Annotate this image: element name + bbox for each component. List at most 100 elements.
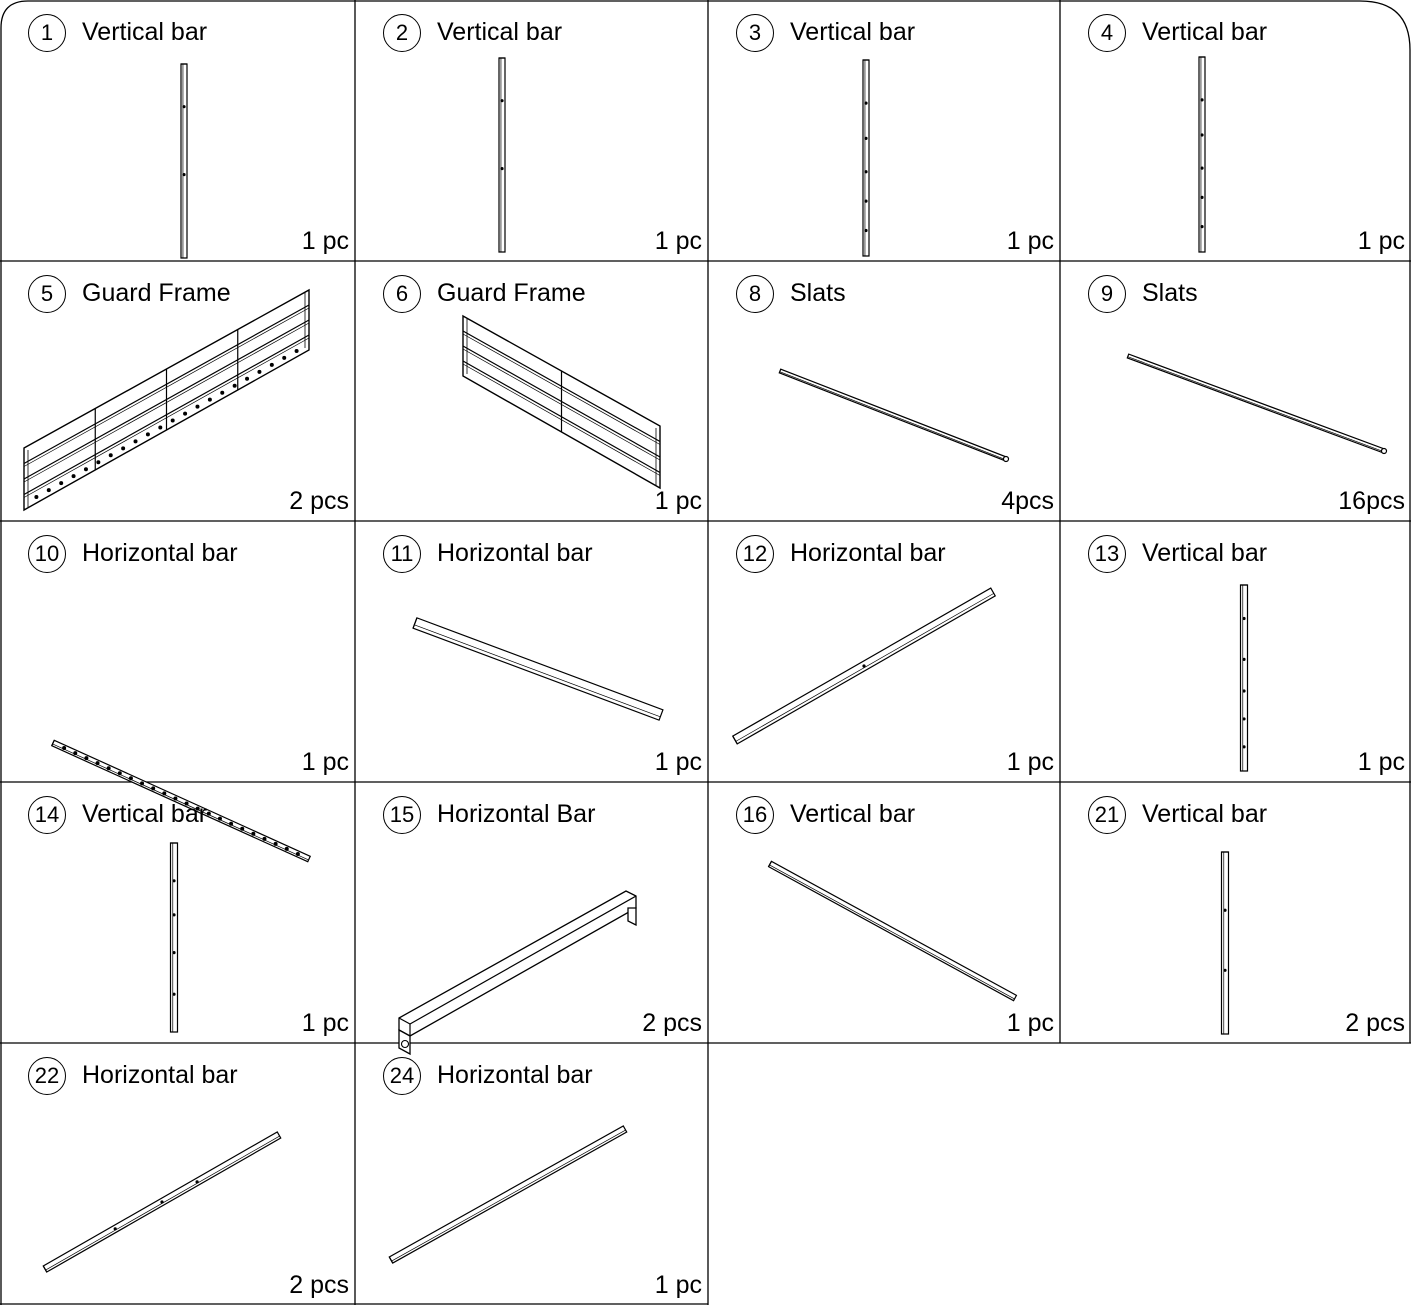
part-drawing bbox=[778, 368, 1010, 463]
bracket-bar-illustration bbox=[398, 890, 637, 1056]
part-name: Horizontal bar bbox=[790, 539, 946, 567]
horizontal-bar-illustration bbox=[388, 1125, 628, 1264]
part-name: Vertical bar bbox=[437, 18, 563, 46]
part-cell: 22 Horizontal bar 2 pcs bbox=[0, 1043, 355, 1305]
part-cell: 3 Vertical bar 1 pc bbox=[708, 0, 1060, 261]
part-cell: 2 Vertical bar 1 pc bbox=[355, 0, 708, 261]
vertical-bar-illustration bbox=[1198, 56, 1206, 253]
part-name: Vertical bar bbox=[82, 18, 208, 46]
part-number: 21 bbox=[1088, 796, 1126, 834]
part-cell: 8 Slats 4pcs bbox=[708, 261, 1060, 521]
part-cell: 16 Vertical bar 1 pc bbox=[708, 782, 1060, 1043]
part-name: Vertical bar bbox=[790, 800, 916, 828]
part-quantity: 2 pcs bbox=[289, 487, 349, 515]
part-drawing bbox=[1198, 56, 1206, 253]
guard-frame-right-illustration bbox=[462, 314, 661, 490]
part-drawing bbox=[169, 842, 179, 1033]
part-drawing bbox=[388, 1125, 628, 1264]
part-drawing bbox=[1239, 584, 1249, 772]
part-drawing bbox=[767, 860, 1018, 1002]
bracket-bar-drawing bbox=[398, 890, 637, 1056]
part-cell: 13 Vertical bar 1 pc bbox=[1060, 521, 1411, 782]
part-name: Horizontal Bar bbox=[437, 800, 596, 828]
vertical-bar-illustration bbox=[1220, 851, 1230, 1035]
part-name: Horizontal bar bbox=[437, 539, 593, 567]
part-quantity: 2 pcs bbox=[289, 1271, 349, 1299]
part-cell: 14 Vertical bar 1 pc bbox=[0, 782, 355, 1043]
part-cell: 5 Guard Frame 2 pcs bbox=[0, 261, 355, 521]
slat-illustration bbox=[1126, 353, 1388, 455]
part-name: Vertical bar bbox=[1142, 18, 1268, 46]
part-number: 9 bbox=[1088, 275, 1126, 313]
part-number: 3 bbox=[736, 14, 774, 52]
part-quantity: 1 pc bbox=[1006, 227, 1054, 255]
part-number: 1 bbox=[28, 14, 66, 52]
part-name: Slats bbox=[1142, 279, 1198, 307]
part-quantity: 1 pc bbox=[301, 748, 349, 776]
part-number: 10 bbox=[28, 535, 66, 573]
horizontal-bar-holes-illustration bbox=[50, 739, 312, 863]
part-number: 2 bbox=[383, 14, 421, 52]
part-quantity: 1 pc bbox=[1006, 1009, 1054, 1037]
slat-illustration bbox=[778, 368, 1010, 463]
guard-frame-left-illustration bbox=[23, 288, 310, 512]
part-name: Horizontal bar bbox=[82, 1061, 238, 1089]
vertical-bar-illustration bbox=[498, 57, 506, 253]
part-name: Guard Frame bbox=[437, 279, 586, 307]
vertical-bar-illustration bbox=[1239, 584, 1249, 772]
vertical-bar-illustration bbox=[169, 842, 179, 1033]
part-number: 11 bbox=[383, 535, 421, 573]
part-cell: 10 Horizontal bar 1 pc bbox=[0, 521, 355, 863]
part-number: 22 bbox=[28, 1057, 66, 1095]
part-name: Horizontal bar bbox=[82, 539, 238, 567]
horizontal-bar-illustration bbox=[42, 1131, 282, 1273]
part-drawing bbox=[862, 59, 870, 257]
part-quantity: 2 pcs bbox=[642, 1009, 702, 1037]
part-name: Vertical bar bbox=[1142, 539, 1268, 567]
part-cell: 12 Horizontal bar 1 pc bbox=[708, 521, 1060, 782]
part-number: 24 bbox=[383, 1057, 421, 1095]
part-cell: 4 Vertical bar 1 pc bbox=[1060, 0, 1411, 261]
part-number: 14 bbox=[28, 796, 66, 834]
part-cell: 1 Vertical bar 1 pc bbox=[0, 0, 355, 261]
part-number: 16 bbox=[736, 796, 774, 834]
part-number: 4 bbox=[1088, 14, 1126, 52]
part-number: 6 bbox=[383, 275, 421, 313]
part-number: 13 bbox=[1088, 535, 1126, 573]
part-quantity: 1 pc bbox=[301, 227, 349, 255]
part-drawing bbox=[498, 57, 506, 253]
horizontal-bar-illustration bbox=[767, 860, 1018, 1002]
part-number: 15 bbox=[383, 796, 421, 834]
part-drawing bbox=[412, 617, 664, 721]
part-cell: 15 Horizontal Bar 2 pcs bbox=[355, 782, 708, 1056]
part-name: Vertical bar bbox=[1142, 800, 1268, 828]
part-drawing bbox=[180, 63, 188, 259]
guard-frame-drawing bbox=[23, 288, 310, 512]
part-quantity: 1 pc bbox=[654, 227, 702, 255]
part-cell: 24 Horizontal bar 1 pc bbox=[355, 1043, 708, 1305]
part-cell: 21 Vertical bar 2 pcs bbox=[1060, 782, 1411, 1043]
part-drawing bbox=[1126, 353, 1388, 455]
part-quantity: 4pcs bbox=[1001, 487, 1054, 515]
part-quantity: 1 pc bbox=[1357, 748, 1405, 776]
part-cell: 6 Guard Frame 1 pc bbox=[355, 261, 708, 521]
part-quantity: 16pcs bbox=[1338, 487, 1405, 515]
part-number: 8 bbox=[736, 275, 774, 313]
part-drawing bbox=[1220, 851, 1230, 1035]
part-number: 12 bbox=[736, 535, 774, 573]
part-cell: 9 Slats 16pcs bbox=[1060, 261, 1411, 521]
part-name: Slats bbox=[790, 279, 846, 307]
horizontal-bar-illustration bbox=[731, 587, 997, 745]
part-quantity: 1 pc bbox=[654, 1271, 702, 1299]
vertical-bar-illustration bbox=[862, 59, 870, 257]
part-name: Vertical bar bbox=[82, 800, 208, 828]
guard-frame-drawing bbox=[462, 314, 661, 490]
part-name: Guard Frame bbox=[82, 279, 231, 307]
part-name: Vertical bar bbox=[790, 18, 916, 46]
part-quantity: 2 pcs bbox=[1345, 1009, 1405, 1037]
part-quantity: 1 pc bbox=[1006, 748, 1054, 776]
horizontal-bar-illustration bbox=[412, 617, 664, 721]
part-drawing bbox=[42, 1131, 282, 1273]
